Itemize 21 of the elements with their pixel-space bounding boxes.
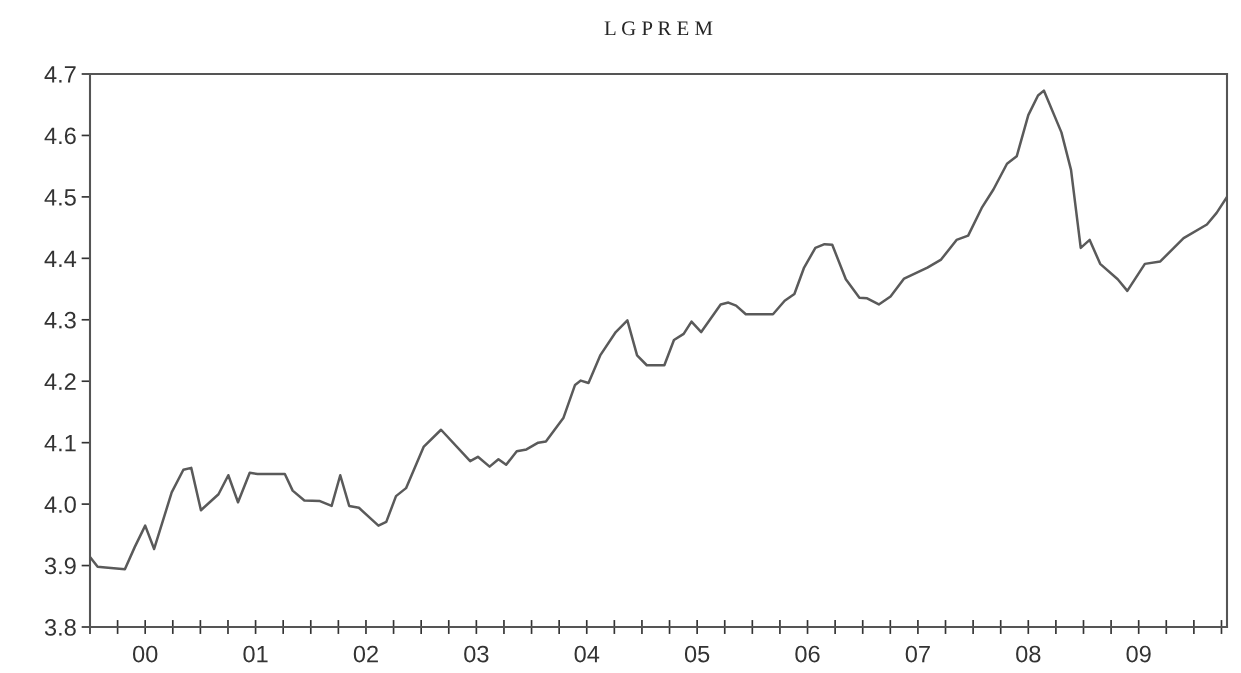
y-tick-label: 4.6 — [44, 127, 76, 145]
x-tick-label: 01 — [243, 645, 268, 663]
y-tick-label: 4.0 — [44, 496, 76, 513]
x-tick-label: 00 — [132, 645, 158, 663]
x-tick-label: 05 — [684, 645, 710, 663]
x-tick-label: 09 — [1126, 645, 1151, 663]
x-tick-label: 04 — [574, 645, 600, 663]
y-tick-label: 4.2 — [44, 373, 76, 390]
y-tick-label: 4.1 — [44, 434, 76, 452]
x-tick-label: 02 — [353, 645, 378, 663]
y-tick-label: 4.7 — [44, 66, 76, 83]
y-tick-label: 3.9 — [44, 557, 76, 575]
x-tick-label: 03 — [464, 645, 489, 663]
x-tick-label: 08 — [1016, 645, 1041, 663]
x-tick-label: 07 — [905, 645, 930, 663]
y-tick-label: 4.4 — [44, 250, 77, 267]
y-tick-label: 4.3 — [44, 311, 76, 329]
chart-title: L G P R E M — [604, 21, 713, 36]
y-tick-label: 4.5 — [44, 189, 76, 206]
y-tick-label: 3.8 — [44, 619, 76, 636]
x-tick-label: 06 — [795, 645, 820, 663]
